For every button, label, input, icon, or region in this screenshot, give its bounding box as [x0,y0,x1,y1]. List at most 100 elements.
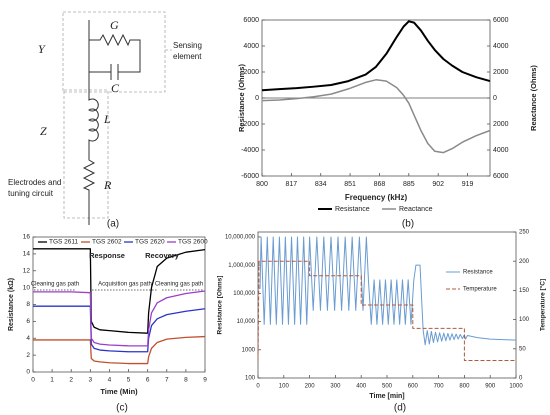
y-tick-label: 2 [26,352,30,359]
x-tick-label: 851 [344,181,356,188]
x-tick-label: 800 [459,384,470,390]
legend-label: Reactance [399,206,433,213]
caption: (a) [107,219,119,230]
component-label: G [110,18,119,32]
y-tick-label: 4000 [243,43,259,50]
legend-label: TGS 2611 [49,239,79,246]
annotation: Cleaning gas path [31,282,79,288]
x-tick-label: 600 [408,384,419,390]
component-label: R [103,178,112,192]
y-axis-label: Resistance (kΩ) [8,278,15,331]
y-axis-label: Resistance (Ohms) [237,64,246,132]
y-tick-label: 4 [26,335,30,342]
sensing-label: element [173,52,202,61]
caption: (c) [116,403,128,414]
y2-tick-label: 2000 [493,69,509,76]
electrode-box [63,89,109,219]
y-tick-label: -4000 [241,147,259,154]
y-tick-label: 12 [23,267,31,274]
y-tick-label: 16 [23,234,31,241]
series-line [257,260,516,361]
legend-label: Temperature [463,287,497,293]
x-tick-label: 868 [374,181,386,188]
x-tick-label: 1 [50,377,54,384]
x-tick-label: 5 [127,377,131,384]
x-tick-label: 919 [462,181,474,188]
x-tick-label: 900 [485,384,496,390]
component-label: C [111,81,120,95]
y2-tick-label: 250 [519,230,530,236]
x-axis-label: Time [min] [369,393,404,400]
y-tick-label: 6000 [243,17,259,24]
y-tick-label: 10 [23,284,31,291]
y2-tick-label: 6000 [493,17,509,24]
y-tick-label: 100 [245,376,256,382]
legend-label: TGS 2600 [178,239,208,246]
y2-tick-label: 4000 [493,147,509,154]
y2-tick-label: 150 [519,288,530,294]
legend-label: TGS 2620 [135,239,165,246]
annotation: Acquisition gas path [98,282,152,288]
series-line [33,335,206,365]
y-tick-label: 14 [23,251,31,258]
series-line [33,248,206,334]
x-tick-label: 800 [256,181,268,188]
sensing-label: Sensing [173,41,202,50]
legend-label: Resistance [335,206,370,213]
wire [82,72,99,225]
block-label: Y [38,42,46,56]
x-tick-label: 7 [165,377,169,384]
y-tick-label: 6 [26,318,30,325]
x-tick-label: 834 [315,181,327,188]
sensing-box [62,11,166,93]
y2-tick-label: 2000 [493,121,509,128]
x-axis-label: Frequency (kHz) [345,193,408,202]
x-tick-label: 200 [305,384,316,390]
y-axis-label: Resistance [Ohms] [217,276,224,335]
y2-tick-label: 6000 [493,173,509,180]
y2-tick-label: 50 [519,346,526,352]
x-axis-label: Time (Min) [100,387,138,396]
y2-tick-label: 200 [519,259,530,265]
x-tick-label: 8 [184,377,188,384]
block-label: Z [40,124,47,138]
annotation: Recovery [145,251,180,260]
annotation: Response [89,251,125,260]
x-tick-label: 9 [203,377,207,384]
series-line [258,236,517,346]
series-line [261,79,491,154]
y2-tick-label: 4000 [493,43,509,50]
y2-tick-label: 0 [493,95,497,102]
x-tick-label: 3 [89,377,93,384]
x-tick-label: 4 [108,377,112,384]
x-tick-label: 902 [432,181,444,188]
series-line [33,305,206,353]
series-line [33,290,206,347]
x-tick-label: 0 [256,384,260,390]
electrode-label: tuning circuit [8,189,54,198]
y-tick-label: 100,000 [233,291,255,297]
y2-tick-label: 100 [519,317,530,323]
x-tick-label: 2 [69,377,73,384]
y-tick-label: -2000 [241,121,259,128]
y-tick-label: 0 [26,369,30,376]
y-tick-label: 2000 [243,69,259,76]
x-tick-label: 1000 [509,384,523,390]
circuit-diagram: Y Z G C L R Sensing element Electrodes a… [8,11,202,230]
x-tick-label: 700 [434,384,445,390]
x-tick-label: 0 [31,377,35,384]
y-tick-label: 10,000 [237,319,256,325]
caption: (d) [394,403,406,414]
series-line [261,20,491,92]
legend-label: Resistance [463,270,493,276]
annotation: Cleaning gas path [155,282,203,288]
component-label: L [103,112,111,126]
y-tick-label: 10,000,000 [225,235,256,241]
y2-tick-label: 0 [519,376,523,382]
x-tick-label: 500 [382,384,393,390]
y-tick-label: 0 [255,95,259,102]
y2-axis-label: Temperature [°C] [539,279,547,331]
x-tick-label: 400 [356,384,367,390]
y-tick-label: 1,000,000 [228,263,255,269]
